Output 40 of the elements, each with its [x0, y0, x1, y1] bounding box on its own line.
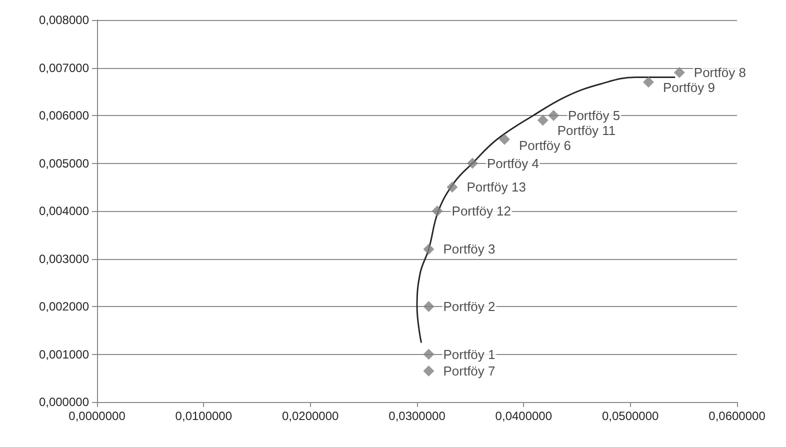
- y-tick-label: 0,007000: [38, 60, 90, 75]
- point: [642, 76, 654, 88]
- data-label: Portföy 11: [557, 123, 616, 138]
- data-label: Portföy 8: [694, 65, 746, 80]
- y-tick-label: 0,004000: [38, 204, 90, 218]
- x-tick-label: 0,0200000: [282, 409, 340, 423]
- point: [432, 206, 443, 216]
- x-tick-label: 0,0100000: [175, 409, 232, 423]
- data-label: Portföy 6: [518, 138, 571, 153]
- y-tick-label: 0,001000: [38, 347, 90, 362]
- x-tick-label: 0,0500000: [602, 409, 660, 423]
- data-label: Portföy 12: [452, 204, 512, 218]
- point: [674, 67, 685, 78]
- data-label: Portföy 13: [466, 180, 526, 195]
- data-label: Portföy 9: [662, 80, 715, 96]
- data-label: Portföy 1: [443, 346, 496, 362]
- point: [548, 110, 560, 121]
- point: [423, 301, 434, 312]
- data-label: Portföy 3: [443, 242, 496, 257]
- x-tick-label: 0,0400000: [495, 409, 552, 423]
- x-tick-label: 0,0600000: [708, 409, 766, 423]
- data-label: Portföy 5: [568, 108, 620, 123]
- data-label: Portföy 7: [443, 363, 496, 378]
- x-tick-label: 0,0300000: [388, 409, 446, 423]
- data-label: Portföy 2: [443, 299, 496, 314]
- data-label: Portföy 4: [486, 156, 539, 171]
- point: [498, 134, 510, 145]
- y-tick-label: 0,005000: [38, 156, 90, 170]
- y-tick-label: 0,008000: [38, 13, 90, 27]
- point: [423, 365, 434, 376]
- y-tick-label: 0,003000: [38, 252, 90, 266]
- y-tick-label: 0,006000: [38, 108, 90, 122]
- x-tick-label: 0,0000000: [68, 409, 126, 423]
- point: [446, 182, 458, 193]
- y-tick-label: 0,002000: [38, 300, 90, 314]
- point: [423, 244, 434, 255]
- point: [537, 114, 548, 126]
- point: [423, 348, 434, 360]
- y-tick-label: 0,000000: [38, 395, 90, 409]
- point: [466, 158, 478, 169]
